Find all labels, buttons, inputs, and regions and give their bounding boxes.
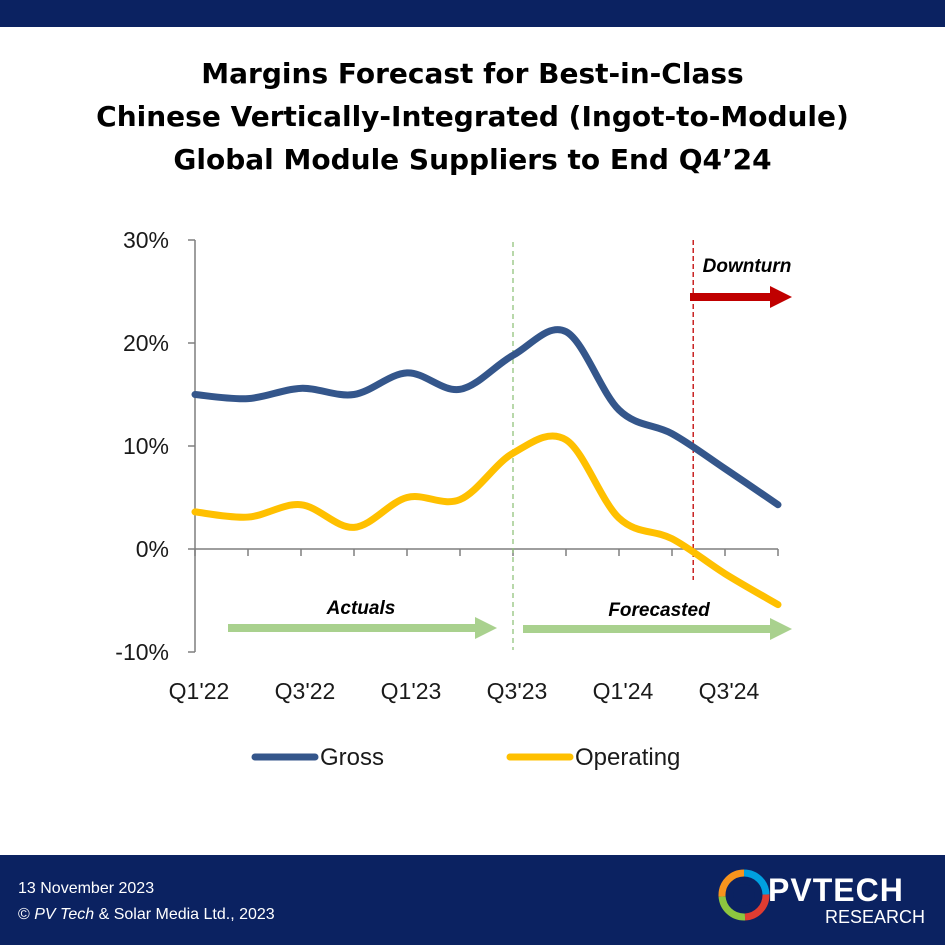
x-tick-label: Q1'24	[593, 678, 654, 704]
x-tick-label: Q1'22	[169, 678, 230, 704]
chart-arrows	[228, 286, 792, 640]
legend-label-operating: Operating	[575, 744, 680, 771]
actuals-arrow-head	[475, 617, 497, 639]
footer-bar: 13 November 2023 © PV Tech & Solar Media…	[0, 855, 945, 945]
copyright-prefix: ©	[18, 906, 34, 923]
pvtech-research-logo: PVTECH RESEARCH	[718, 867, 933, 937]
x-tick-label: Q3'24	[699, 678, 760, 704]
forecast-arrow-head	[770, 618, 792, 640]
copyright-brand: PV Tech	[34, 906, 94, 923]
x-tick-label: Q3'22	[275, 678, 336, 704]
x-tick-label: Q3'23	[487, 678, 548, 704]
forecasted-label: Forecasted	[608, 600, 710, 621]
logo-subtitle: RESEARCH	[825, 907, 925, 927]
operating-series-line	[195, 436, 778, 605]
footer-copyright: © PV Tech & Solar Media Ltd., 2023	[18, 906, 275, 924]
y-tick-label: -10%	[115, 639, 169, 665]
y-tick-label: 0%	[136, 536, 169, 562]
copyright-suffix: & Solar Media Ltd., 2023	[94, 906, 275, 923]
downturn-label: Downturn	[703, 256, 792, 277]
logo-wordmark: PVTECH	[768, 873, 904, 907]
y-tick-label: 20%	[123, 330, 169, 356]
chart-legend: Gross Operating	[255, 744, 680, 771]
footer-date: 13 November 2023	[18, 880, 154, 898]
pvtech-globe-icon	[718, 869, 770, 921]
legend-label-gross: Gross	[320, 744, 384, 771]
downturn-arrow-head	[770, 286, 792, 308]
y-tick-label: 10%	[123, 433, 169, 459]
x-tick-label: Q1'23	[381, 678, 442, 704]
actuals-label: Actuals	[326, 598, 396, 619]
margins-line-chart: -10% 0% 10% 20% 30% Q1'22 Q3'22 Q1'23 Q3'23 Q1'24…	[0, 0, 945, 855]
y-tick-label: 30%	[123, 227, 169, 253]
chart-dividers	[513, 240, 693, 650]
chart-series-lines	[195, 330, 778, 605]
